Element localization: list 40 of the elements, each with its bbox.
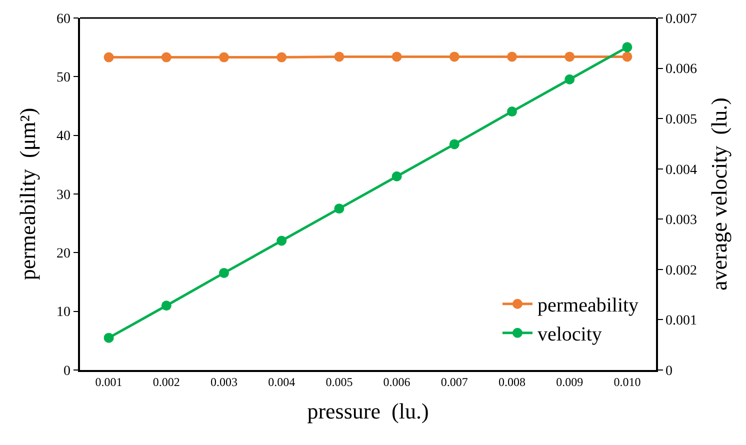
x-tick-label: 0.002 [152,375,180,390]
y-tick-label: 0 [63,364,70,379]
legend-label: permeability [537,294,639,317]
y-tick-label: 50 [56,70,70,86]
point [161,300,172,311]
point [507,106,517,117]
y-tick-label: 30 [56,188,70,203]
y2-tick-label: 0.005 [666,112,698,128]
x-axis-title: pressure (lu.) [307,398,429,424]
x-tick-label: 0.008 [498,375,526,390]
x-tick-label: 0.006 [383,375,410,390]
point [219,268,229,278]
y-tick-label: 20 [56,246,70,262]
x-tick-label: 0.005 [326,375,353,390]
y-axis-title: permeability (μm²) [14,108,40,280]
y2-tick-label: 0.001 [666,314,698,329]
point [104,332,114,343]
point [334,204,344,214]
point [622,42,632,52]
point [564,74,575,84]
point [392,171,402,182]
legend-label: velocity [537,324,602,346]
y2-tick-label: 0.002 [666,263,698,278]
x-tick-label: 0.004 [268,375,296,390]
y2-tick-label: 0.007 [666,12,698,27]
x-tick-label: 0.010 [614,375,641,390]
y-tick-label: 10 [56,305,70,320]
y2-axis-title: average velocity (lu.) [706,97,732,291]
x-tick-label: 0.007 [440,375,468,390]
y-tick-label: 40 [56,129,70,144]
point [276,236,287,246]
x-tick-label: 0.003 [210,375,238,390]
x-tick-label: 0.009 [556,375,584,390]
point [449,139,460,150]
y-tick-label: 60 [56,12,70,27]
x-tick-label: 0.001 [95,375,122,390]
y2-tick-label: 0.003 [666,213,698,228]
y2-tick-label: 0.004 [666,162,698,178]
y2-tick-label: 0.006 [666,62,698,78]
y2-tick-label: 0 [666,364,673,379]
